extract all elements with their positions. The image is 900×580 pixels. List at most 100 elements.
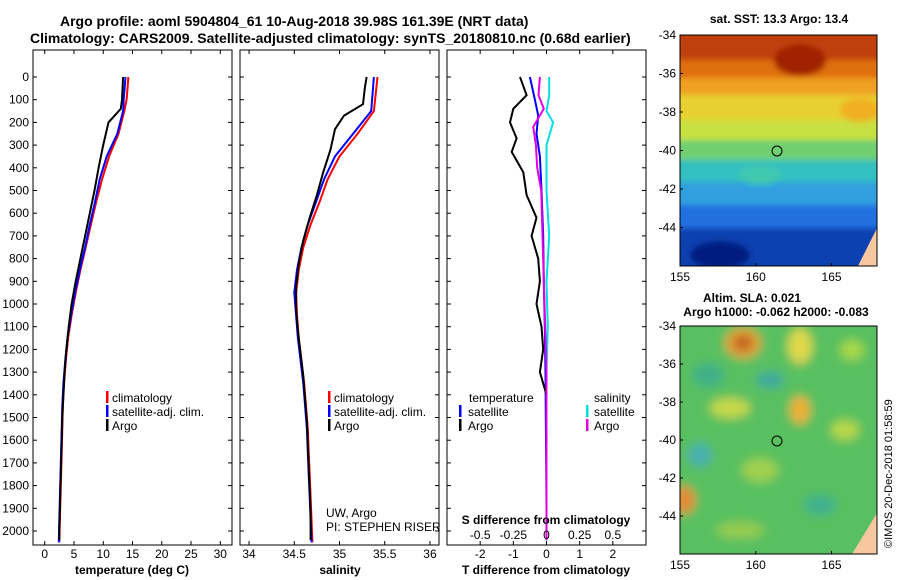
salinity-axis-label: salinity xyxy=(319,563,361,577)
depth-axis: 0 100 200 300 400 500 600 700 800 900 1000 1100 1200… xyxy=(2,70,29,538)
sla-map-ticks: -34 -36 -38 -40 -42 -44 155 160 165 xyxy=(659,319,842,572)
series-line-climatology xyxy=(58,76,130,543)
depth-tick-label: 1200 xyxy=(2,342,29,356)
header-line2: Climatology: CARS2009. Satellite-adjuste… xyxy=(30,30,631,46)
sst-map-title: sat. SST: 13.3 Argo: 13.4 xyxy=(710,12,849,26)
s-difference-tick-label: -0.25 xyxy=(500,528,528,542)
legend-title-salinity: salinity xyxy=(594,391,631,405)
map-lat-tick-label: -36 xyxy=(659,357,677,371)
x-tick-label: 34.5 xyxy=(283,547,307,561)
legend-swatch-satellite xyxy=(328,405,331,417)
series-line-argo xyxy=(58,76,125,541)
legend-label-satellite: satellite-adj. clim. xyxy=(112,405,204,419)
depth-tick-label: 1000 xyxy=(2,297,29,311)
map-lon-tick-label: 160 xyxy=(746,270,766,284)
depth-tick-label: 100 xyxy=(9,93,29,107)
x-tick-label: 30 xyxy=(214,547,228,561)
map-lat-tick-label: -42 xyxy=(659,182,677,196)
legend-label-t-satellite: satellite xyxy=(468,405,509,419)
legend-label-climatology: climatology xyxy=(112,391,172,405)
credit-text: ©IMOS 20-Dec-2018 01:58:59 xyxy=(883,399,895,548)
x-tick-label: 10 xyxy=(97,547,111,561)
sla-map-title2: Argo h1000: -0.062 h2000: -0.083 xyxy=(683,305,869,319)
map-lon-tick-label: 155 xyxy=(670,558,690,572)
series-line-satellite-adj-clim- xyxy=(293,76,375,543)
salinity-legend: climatology satellite-adj. clim. Argo UW… xyxy=(326,391,441,534)
x-tick-label: 5 xyxy=(71,547,78,561)
s-difference-tick-label: 0.5 xyxy=(604,528,621,542)
map-lat-tick-label: -40 xyxy=(659,144,677,158)
map-lat-tick-label: -34 xyxy=(659,28,677,42)
x-tick-label: 34 xyxy=(242,547,256,561)
series-line-satellite-adj-clim- xyxy=(57,76,127,543)
depth-tick-label: 0 xyxy=(22,70,29,84)
sst-map xyxy=(680,35,877,266)
series-line-t-argo xyxy=(508,76,548,541)
series-line-s-argo xyxy=(532,76,548,541)
s-difference-tick-label: 0 xyxy=(543,528,550,542)
sst-map-ticks: -34 -36 -38 -40 -42 -44 155 160 165 xyxy=(659,28,842,284)
map-lat-tick-label: -38 xyxy=(659,395,677,409)
sst-profile-marker xyxy=(771,145,783,157)
depth-tick-label: 1900 xyxy=(2,501,29,515)
depth-tick-label: 600 xyxy=(9,206,29,220)
legend-label-argo: Argo xyxy=(112,419,138,433)
x-tick-label: 25 xyxy=(184,547,198,561)
depth-tick-label: 400 xyxy=(9,161,29,175)
temperature-legend: climatology satellite-adj. clim. Argo xyxy=(106,391,204,433)
legend-swatch-s-argo xyxy=(586,419,589,431)
x-tick-label: 1 xyxy=(576,547,583,561)
map-lon-tick-label: 160 xyxy=(746,558,766,572)
depth-tick-label: 1100 xyxy=(3,320,29,334)
depth-tick-label: 200 xyxy=(9,115,29,129)
legend-swatch-satellite xyxy=(106,405,109,417)
map-lon-tick-label: 165 xyxy=(822,558,842,572)
legend-label-climatology: climatology xyxy=(334,391,394,405)
legend-label-t-argo: Argo xyxy=(468,419,494,433)
legend-swatch-climatology xyxy=(106,391,109,403)
legend-swatch-t-satellite xyxy=(459,405,462,417)
map-lon-tick-label: 165 xyxy=(822,270,842,284)
x-tick-label: 36 xyxy=(423,547,437,561)
legend-swatch-s-satellite xyxy=(586,405,589,417)
series-layer xyxy=(57,76,555,543)
data-provider-note: UW, Argo xyxy=(326,506,377,520)
legend-label-argo: Argo xyxy=(334,419,360,433)
series-line-argo xyxy=(295,76,368,541)
pi-note: PI: STEPHEN RISER xyxy=(326,520,441,534)
map-lat-tick-label: -38 xyxy=(659,105,677,119)
x-tick-label: 2 xyxy=(609,547,616,561)
depth-tick-label: 1400 xyxy=(2,388,29,402)
legend-label-s-argo: Argo xyxy=(594,419,620,433)
legend-swatch-argo xyxy=(106,419,109,431)
x-tick-label: 0 xyxy=(543,547,550,561)
depth-tick-label: 900 xyxy=(9,274,29,288)
depth-tick-label: 1700 xyxy=(2,456,29,470)
x-tick-labels: 0 5 10 15 20 25 30 34 34.5 35 35.5 36 -2 -1 0 1 2 xyxy=(41,547,616,561)
map-lat-tick-label: -42 xyxy=(659,471,677,485)
difference-legend: temperature satellite Argo salinity sate… xyxy=(459,391,635,527)
legend-label-satellite: satellite-adj. clim. xyxy=(334,405,426,419)
legend-swatch-t-argo xyxy=(459,419,462,431)
header-line1: Argo profile: aoml 5904804_61 10-Aug-201… xyxy=(60,13,528,29)
s-difference-title: S difference from climatology xyxy=(462,513,631,527)
sla-map xyxy=(680,326,877,554)
x-tick-label: -2 xyxy=(475,547,486,561)
legend-swatch-climatology xyxy=(328,391,331,403)
x-tick-label: 15 xyxy=(126,547,140,561)
depth-tick-label: 2000 xyxy=(2,524,29,538)
map-lat-tick-label: -34 xyxy=(659,319,677,333)
map-lat-tick-label: -40 xyxy=(659,433,677,447)
depth-tick-label: 700 xyxy=(9,229,29,243)
sla-profile-marker xyxy=(771,435,783,447)
x-tick-label: 0 xyxy=(41,547,48,561)
map-lat-tick-label: -36 xyxy=(659,67,677,81)
sla-map-title1: Altim. SLA: 0.021 xyxy=(703,291,801,305)
x-tick-label: -1 xyxy=(508,547,519,561)
depth-tick-label: 1300 xyxy=(2,365,29,379)
map-lat-tick-label: -44 xyxy=(659,509,677,523)
legend-swatch-argo xyxy=(328,419,331,431)
s-difference-tick-label: 0.25 xyxy=(568,528,592,542)
depth-tick-label: 800 xyxy=(9,252,29,266)
map-lon-tick-label: 155 xyxy=(670,270,690,284)
